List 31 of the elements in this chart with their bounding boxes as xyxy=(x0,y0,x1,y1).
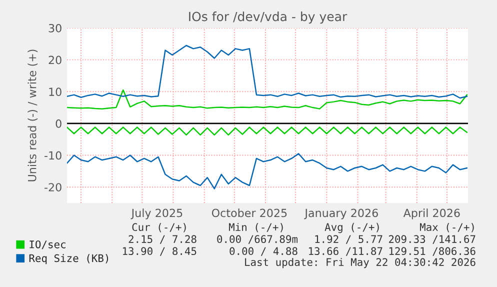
y-tick-label: 10 xyxy=(49,88,62,96)
line-series xyxy=(67,89,468,110)
text: 0.00 /667.89m xyxy=(217,235,298,244)
y-tick-label: -20 xyxy=(44,183,62,192)
line-series xyxy=(67,153,468,190)
x-tick-label: April 2026 xyxy=(403,208,460,220)
text: 0.00 / 4.88 xyxy=(230,247,298,256)
line-series xyxy=(67,126,468,136)
y-tick-label: 30 xyxy=(48,24,62,32)
text: Min (-/+) xyxy=(228,222,283,232)
legend-label: IO/sec xyxy=(30,240,66,250)
x-tick-label: January 2026 xyxy=(304,208,378,220)
text: Avg (-/+) xyxy=(324,222,379,234)
legend-label: Req Size (KB) xyxy=(29,254,108,264)
text: 2.15 / 7.28 xyxy=(128,235,196,244)
y-tick-label: 20 xyxy=(48,56,62,64)
text: 129.51 /806.36 xyxy=(389,247,476,256)
y-tick-label: -10 xyxy=(44,151,62,160)
text: 209.33 /141.67 xyxy=(388,235,476,244)
y-tick-label: 0 xyxy=(56,119,62,128)
text: 13.90 / 8.45 xyxy=(123,247,196,256)
chart-title: IOs for /dev/vda - by year xyxy=(189,12,348,24)
text: Max (-/+) xyxy=(420,223,474,232)
x-tick-label: July 2025 xyxy=(130,208,182,220)
text: 13.66 /11.87 xyxy=(309,247,382,256)
text: 1.92 / 5.77 xyxy=(315,235,382,244)
y-axis-title: Units read (-) / write (+) xyxy=(28,50,38,182)
text: Last update: Fri May 22 04:30:42 2026 xyxy=(245,258,476,268)
text: Cur (-/+) xyxy=(132,223,186,232)
line-series xyxy=(67,44,468,99)
x-tick-label: October 2025 xyxy=(212,208,287,218)
